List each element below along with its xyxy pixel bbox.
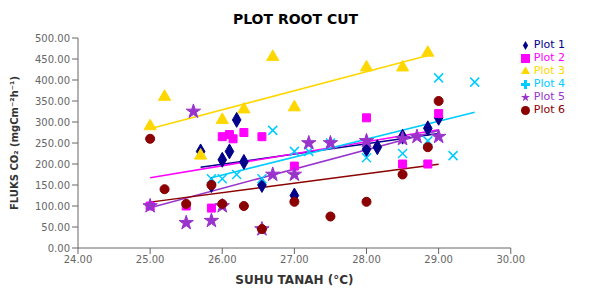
svg-text:50.00: 50.00 (41, 222, 70, 233)
html-text:Plot 6: Plot 6 (533, 103, 565, 116)
html-text:Plot 4: Plot 4 (533, 77, 565, 90)
svg-text:200.00: 200.00 (35, 159, 70, 170)
svg-text:150.00: 150.00 (35, 180, 70, 191)
svg-text:400.00: 400.00 (35, 75, 70, 86)
svg-text:26.00: 26.00 (208, 254, 237, 265)
svg-text:350.00: 350.00 (35, 96, 70, 107)
html-text:PLOT ROOT CUT: PLOT ROOT CUT (232, 11, 359, 27)
svg-text:FLUKS CO₂ (mgCm⁻²h⁻¹): FLUKS CO₂ (mgCm⁻²h⁻¹) (9, 76, 20, 210)
svg-text:100.00: 100.00 (35, 201, 70, 212)
html-text:Plot 2: Plot 2 (533, 51, 565, 64)
svg-text:500.00: 500.00 (35, 33, 70, 44)
html-text:Plot 1: Plot 1 (533, 38, 565, 51)
html-text:Plot 5: Plot 5 (533, 90, 565, 103)
svg-text:25.00: 25.00 (136, 254, 165, 265)
html-text:Plot 3: Plot 3 (533, 64, 565, 77)
svg-text:SUHU TANAH (°C): SUHU TANAH (°C) (235, 273, 353, 287)
svg-text:450.00: 450.00 (35, 54, 70, 65)
svg-text:28.00: 28.00 (352, 254, 381, 265)
svg-text:30.00: 30.00 (496, 254, 525, 265)
svg-text:0.00: 0.00 (48, 243, 70, 254)
svg-text:250.00: 250.00 (35, 138, 70, 149)
svg-text:24.00: 24.00 (64, 254, 93, 265)
svg-text:29.00: 29.00 (424, 254, 453, 265)
svg-text:27.00: 27.00 (280, 254, 309, 265)
svg-text:300.00: 300.00 (35, 117, 70, 128)
